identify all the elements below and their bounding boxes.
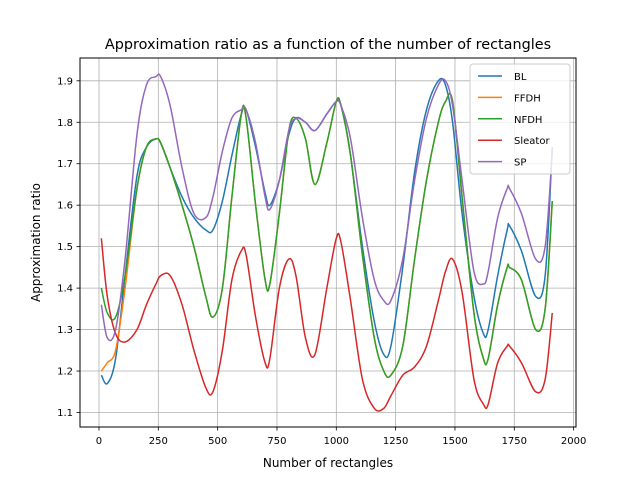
- legend: BL FFDH NFDH Sleator SP: [469, 63, 571, 175]
- x-tick-label: 1500: [442, 436, 467, 447]
- legend-label: SP: [514, 158, 526, 169]
- x-tick-label: 500: [208, 436, 227, 447]
- y-tick-label: 1.5: [57, 242, 73, 253]
- legend-box: [469, 63, 571, 175]
- x-axis-label: Number of rectangles: [263, 456, 393, 470]
- x-tick-label: 1250: [383, 436, 408, 447]
- legend-label: BL: [514, 72, 527, 83]
- y-tick-label: 1.6: [57, 201, 73, 212]
- x-tick-label: 2000: [561, 436, 586, 447]
- axes-frame: [79, 57, 577, 428]
- y-tick-label: 1.3: [57, 325, 73, 336]
- x-tick-label: 250: [149, 436, 168, 447]
- legend-label: FFDH: [514, 93, 541, 104]
- series-line-sleator: [100, 232, 554, 412]
- y-tick-label: 1.9: [57, 76, 73, 87]
- legend-label: NFDH: [514, 115, 542, 126]
- legend-label: Sleator: [514, 136, 550, 147]
- series-line-sp: [100, 73, 554, 342]
- series-line-nfdh: [100, 92, 554, 379]
- y-tick-label: 1.7: [57, 159, 73, 170]
- x-tick-label: 1750: [502, 436, 527, 447]
- chart-title: Approximation ratio as a function of the…: [105, 37, 551, 53]
- y-tick-label: 1.8: [57, 118, 73, 129]
- x-tick-label: 1000: [324, 436, 349, 447]
- y-tick-label: 1.2: [57, 367, 73, 378]
- y-tick-label: 1.4: [57, 284, 73, 295]
- plot-lines: [100, 73, 554, 412]
- ticks: 0 250 500 750 1000 1250 1500 1750 2000 1.1 1.2 1.3 1…: [57, 76, 586, 447]
- y-tick-label: 1.1: [57, 408, 73, 419]
- x-tick-label: 750: [267, 436, 286, 447]
- y-axis-label: Approximation ratio: [29, 183, 43, 302]
- x-tick-label: 0: [96, 436, 102, 447]
